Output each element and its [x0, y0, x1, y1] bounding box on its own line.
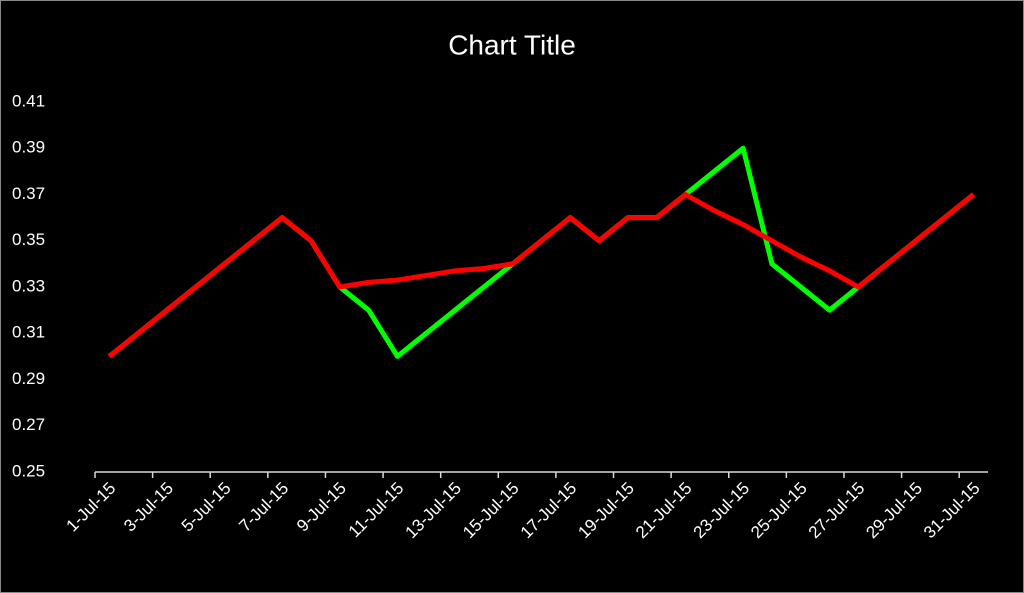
y-tick-label: 0.33: [12, 276, 45, 295]
y-tick-label: 0.35: [12, 230, 45, 249]
y-tick-label: 0.37: [12, 184, 45, 203]
y-tick-label: 0.41: [12, 91, 45, 110]
y-tick-label: 0.25: [12, 461, 45, 480]
y-tick-label: 0.39: [12, 138, 45, 157]
y-tick-label: 0.31: [12, 323, 45, 342]
y-tick-label: 0.27: [12, 415, 45, 434]
y-tick-label: 0.29: [12, 369, 45, 388]
chart-title: Chart Title: [448, 29, 576, 60]
series-line: [107, 192, 976, 359]
